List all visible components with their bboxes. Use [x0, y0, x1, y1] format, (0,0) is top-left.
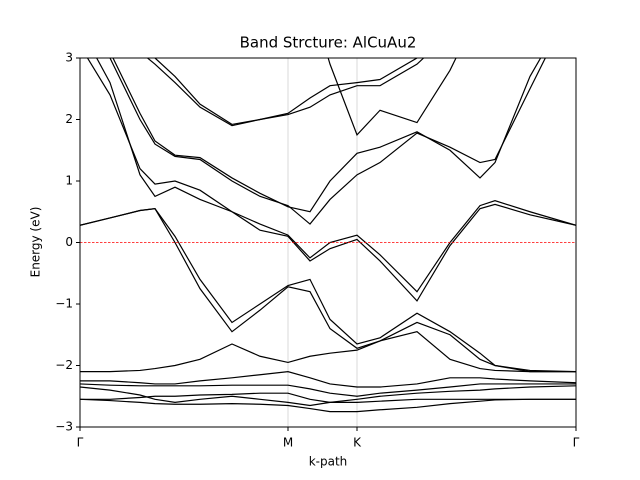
bands	[80, 58, 576, 413]
x-tick-label: K	[353, 436, 362, 450]
y-tick-label: −1	[55, 297, 73, 311]
x-tick-label: M	[283, 436, 293, 450]
y-axis-label: Energy (eV)	[29, 207, 43, 278]
band-line	[112, 58, 542, 213]
y-tick-label: −3	[55, 420, 73, 434]
band-line	[80, 371, 576, 388]
band-line	[80, 208, 576, 373]
y-tick-label: 3	[65, 51, 73, 65]
band-line	[80, 385, 576, 407]
band-line	[109, 58, 547, 225]
y-tick-label: 2	[65, 112, 73, 126]
x-tick-label: Γ	[573, 436, 580, 450]
x-axis-label: k-path	[309, 455, 348, 469]
band-line	[80, 398, 576, 413]
band-line	[80, 331, 576, 373]
band-line	[146, 58, 418, 127]
x-tick-label: Γ	[77, 436, 84, 450]
band-line	[327, 58, 457, 136]
y-tick-label: 0	[65, 235, 73, 249]
band-line	[80, 383, 576, 397]
band-line	[154, 58, 425, 126]
chart-title: Band Strcture: AlCuAu2	[240, 34, 417, 52]
axes: −3 −2 −1 0 1 2 3 Γ M K Γ	[55, 51, 579, 450]
band-line	[95, 58, 576, 293]
y-tick-label: −2	[55, 358, 73, 372]
y-tick-label: 1	[65, 174, 73, 188]
band-line	[80, 208, 576, 373]
band-line	[80, 392, 576, 403]
plot-frame	[79, 57, 577, 428]
band-line	[86, 58, 576, 302]
